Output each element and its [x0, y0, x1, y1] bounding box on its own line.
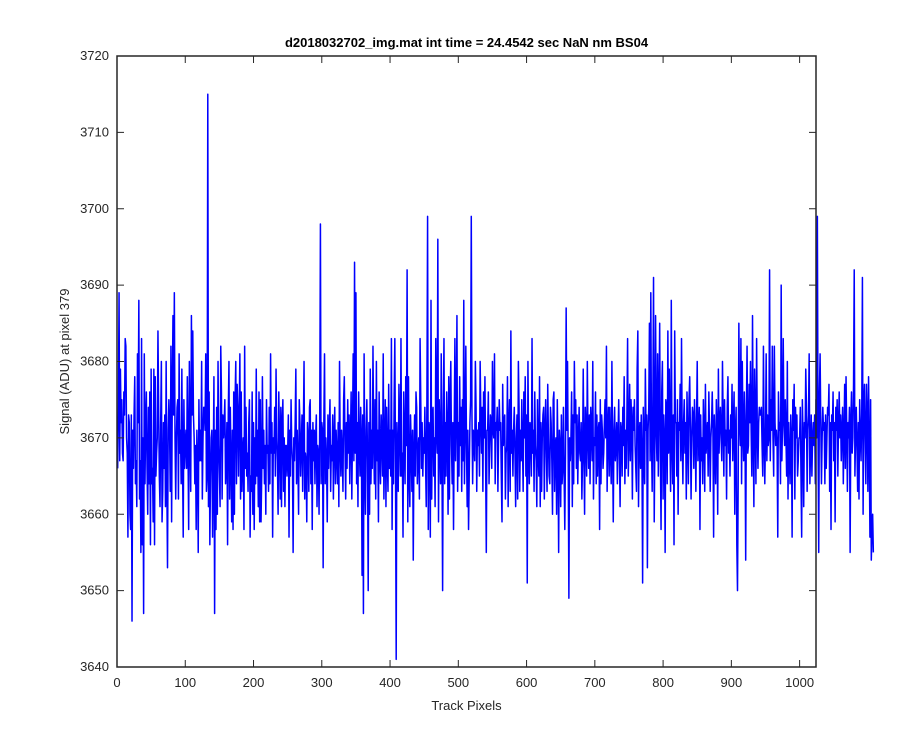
- axes-layer: 0 100 200 300 400 500 600 700 800 900 1000 3640 3650…: [80, 48, 817, 690]
- y-tick-label: 3710: [80, 124, 109, 139]
- y-tick-label: 3660: [80, 506, 109, 521]
- series-line: [116, 93, 875, 661]
- y-tick-label: 3720: [80, 48, 109, 63]
- x-tick-label: 800: [652, 675, 674, 690]
- x-tick-label: 1000: [785, 675, 814, 690]
- x-tick-label: 700: [584, 675, 606, 690]
- x-tick-label: 600: [516, 675, 538, 690]
- x-axis-label: Track Pixels: [431, 698, 502, 713]
- chart-title: d2018032702_img.mat int time = 24.4542 s…: [285, 35, 649, 50]
- y-tick-label: 3640: [80, 659, 109, 674]
- y-tick-label: 3680: [80, 354, 109, 369]
- x-tick-label: 400: [379, 675, 401, 690]
- y-tick-label: 3690: [80, 277, 109, 292]
- x-tick-label: 200: [243, 675, 265, 690]
- x-tick-label: 900: [721, 675, 743, 690]
- y-tick-label: 3650: [80, 583, 109, 598]
- y-axis-label: Signal (ADU) at pixel 379: [57, 289, 72, 435]
- x-tick-label: 100: [174, 675, 196, 690]
- y-tick-label: 3700: [80, 201, 109, 216]
- data-layer: [116, 93, 875, 661]
- y-tick-label: 3670: [80, 430, 109, 445]
- x-tick-label: 300: [311, 675, 333, 690]
- x-tick-label: 500: [447, 675, 469, 690]
- x-tick-label: 0: [113, 675, 120, 690]
